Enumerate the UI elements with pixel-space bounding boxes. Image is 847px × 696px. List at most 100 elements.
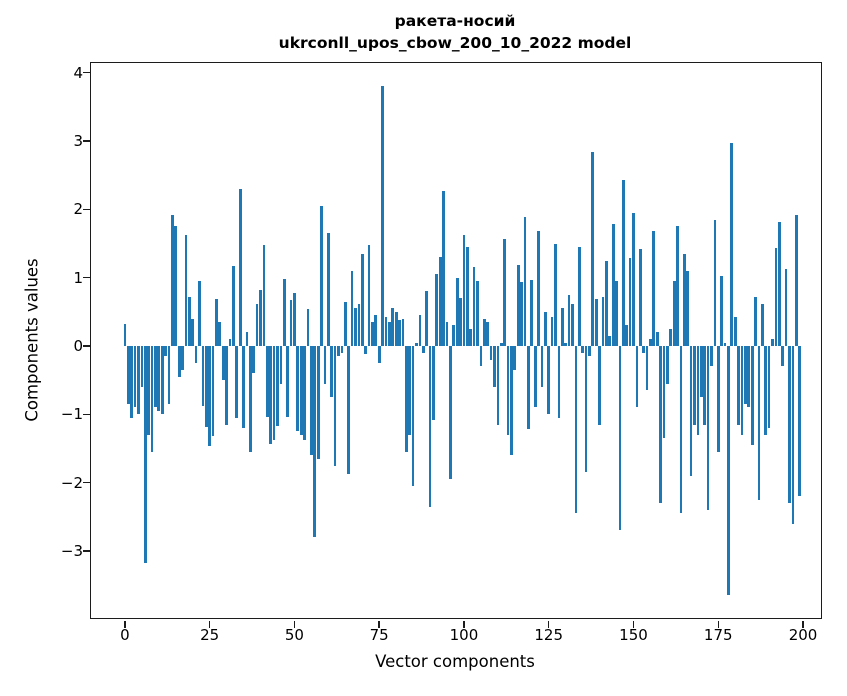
bar-component-45 <box>276 345 279 426</box>
bar-component-60 <box>326 233 330 346</box>
bar-component-198 <box>794 214 798 346</box>
bar-component-168 <box>693 345 696 425</box>
bar-component-42 <box>265 345 269 418</box>
bar-component-121 <box>533 345 537 408</box>
y-tick-mark--3 <box>82 550 90 552</box>
bar-component-34 <box>238 188 242 346</box>
bar-component-24 <box>204 345 208 428</box>
bar-component-144 <box>611 224 615 346</box>
bar-component-161 <box>669 328 673 346</box>
bar-component-91 <box>432 345 435 420</box>
bar-component-55 <box>310 345 313 456</box>
bar-component-104 <box>476 281 479 346</box>
bar-component-47 <box>282 278 286 346</box>
bar-component-105 <box>479 345 483 367</box>
x-tick-mark-150 <box>632 621 635 628</box>
y-tick-mark--1 <box>82 413 90 416</box>
bar-component-94 <box>442 190 445 346</box>
bar-component-83 <box>404 345 408 452</box>
bar-component-135 <box>581 345 584 353</box>
bar-component-18 <box>184 235 188 346</box>
bar-component-19 <box>187 296 191 346</box>
bar-component-148 <box>625 325 629 346</box>
bar-component-46 <box>279 345 283 385</box>
y-tick-mark-2 <box>82 208 90 211</box>
bar-component-26 <box>211 345 215 437</box>
bar-component-40 <box>259 289 262 346</box>
bar-component-7 <box>147 345 150 435</box>
bar-component-25 <box>208 345 212 446</box>
x-tick-mark-100 <box>463 621 465 628</box>
bar-component-162 <box>672 281 676 346</box>
bar-component-12 <box>164 345 167 357</box>
x-tick-mark-50 <box>293 621 296 628</box>
bar-component-136 <box>584 345 588 473</box>
bar-component-74 <box>374 315 378 346</box>
x-tick-label-200: 200 <box>788 626 818 644</box>
bar-component-174 <box>713 219 717 346</box>
x-tick-mark-125 <box>547 621 550 628</box>
bar-component-109 <box>493 345 496 387</box>
x-axis-label: Vector components <box>375 652 535 671</box>
y-tick-label-3: 3 <box>73 131 83 150</box>
bar-component-157 <box>655 332 659 346</box>
bar-component-177 <box>723 342 727 346</box>
bar-component-188 <box>760 303 764 346</box>
bar-component-102 <box>469 328 473 346</box>
bar-component-81 <box>398 319 401 346</box>
bar-component-17 <box>181 345 184 370</box>
plot-area: 4 3 2 1 0 −1 −2 −3 0 25 50 75 100 125 150 175 200 <box>61 62 822 644</box>
bar-component-98 <box>455 277 459 346</box>
bar-component-107 <box>486 322 490 346</box>
bar-component-67 <box>350 270 354 346</box>
bar-component-108 <box>489 345 493 360</box>
bar-component-149 <box>628 258 632 346</box>
bar-component-197 <box>791 345 795 524</box>
bar-component-156 <box>652 231 656 346</box>
chart-title-line2: ukrconll_upos_cbow_200_10_2022 model <box>278 34 632 53</box>
bar-component-126 <box>550 317 554 346</box>
bar-component-125 <box>547 345 551 415</box>
bar-component-123 <box>540 345 544 387</box>
bar-component-44 <box>272 345 276 440</box>
bar-component-77 <box>384 317 388 346</box>
x-tick-mark-0 <box>124 621 126 628</box>
bar-component-116 <box>516 264 520 346</box>
x-tick-label-125: 125 <box>534 626 564 644</box>
x-tick-mark-175 <box>717 621 719 628</box>
bar-component-38 <box>252 345 256 374</box>
bar-component-28 <box>218 322 222 346</box>
y-tick-label--3: −3 <box>60 542 83 561</box>
bar-component-59 <box>323 345 327 384</box>
bar-component-196 <box>788 345 791 504</box>
bar-component-173 <box>710 345 713 367</box>
bar-component-2 <box>130 345 134 418</box>
bar-component-5 <box>140 345 144 387</box>
bar-component-110 <box>496 345 500 425</box>
bar-component-142 <box>605 260 608 346</box>
y-tick-mark-3 <box>82 140 90 142</box>
y-tick-label-2: 2 <box>73 200 83 219</box>
bar-component-90 <box>428 345 432 507</box>
bar-component-175 <box>716 345 720 452</box>
bar-component-141 <box>601 296 605 346</box>
bar-component-163 <box>676 226 679 346</box>
bar-component-190 <box>767 345 771 428</box>
bar-component-65 <box>343 301 347 346</box>
bar-component-48 <box>286 345 289 418</box>
bar-component-119 <box>527 345 530 430</box>
y-tick-mark-1 <box>82 276 90 279</box>
bar-component-13 <box>167 345 171 405</box>
bar-component-178 <box>727 345 730 596</box>
bar-component-68 <box>354 308 357 346</box>
bar-component-4 <box>137 345 140 415</box>
bar-component-6 <box>143 345 147 563</box>
bar-component-171 <box>703 345 707 425</box>
y-tick-label-0: 0 <box>73 336 83 355</box>
bar-component-14 <box>171 214 174 346</box>
bar-component-85 <box>411 345 415 487</box>
x-tick-label-100: 100 <box>449 626 479 644</box>
bar-component-120 <box>530 279 534 346</box>
bar-component-66 <box>347 345 351 475</box>
bar-component-16 <box>177 345 181 377</box>
